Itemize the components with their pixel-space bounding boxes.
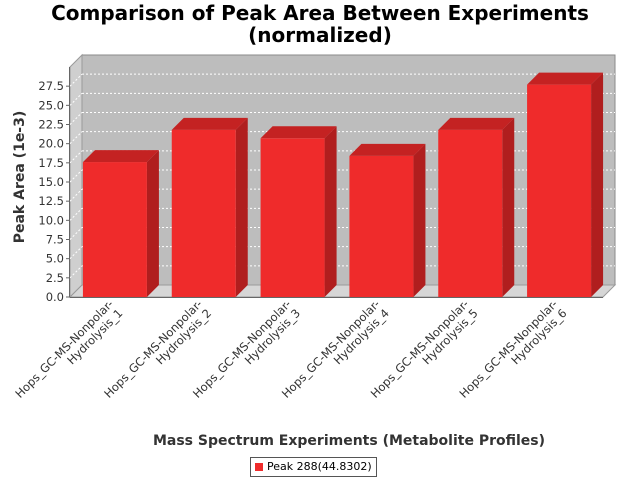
gridline-wall [69, 188, 83, 202]
y-tick-label: 7.5 [46, 233, 64, 247]
gridline-wall [69, 265, 83, 279]
bar-top [438, 117, 515, 130]
bar-side [235, 117, 248, 297]
y-tick-label: 17.5 [38, 156, 64, 170]
legend: Peak 288(44.8302) [250, 457, 377, 477]
gridline-wall [69, 92, 83, 106]
y-tick-label: 10.0 [38, 213, 64, 227]
bar-front [349, 155, 414, 297]
gridline-wall [69, 73, 83, 87]
bar-front [171, 129, 236, 297]
legend-swatch [255, 463, 263, 471]
x-tick-label-line: Hops_GC-MS-Nonpolar- [12, 297, 116, 401]
bar-side [591, 72, 604, 297]
bar-top [171, 117, 248, 130]
gridline-wall [69, 112, 83, 125]
gridline-wall [69, 246, 83, 260]
x-axis: Hops_GC-MS-Nonpolar-Hydrolysis_1Hops_GC-… [12, 297, 603, 401]
y-tick-label: 5.0 [46, 252, 64, 266]
bar-top [260, 126, 337, 139]
bar-side [502, 117, 515, 297]
y-axis-label: Peak Area (1e-3) [12, 111, 28, 244]
bar-top [82, 150, 159, 163]
chart-title: Comparison of Peak Area Between Experime… [0, 2, 640, 46]
y-tick-label: 0.0 [46, 290, 64, 304]
x-axis-label: Mass Spectrum Experiments (Metabolite Pr… [153, 433, 545, 449]
y-tick-label: 2.5 [46, 271, 64, 285]
bar-front [438, 129, 503, 297]
bar [82, 150, 159, 297]
bar [527, 72, 604, 297]
bar [438, 117, 515, 297]
bar-side [413, 143, 426, 297]
gridline-wall [69, 227, 83, 240]
gridlines [69, 73, 615, 279]
bar-top [527, 72, 604, 85]
bar-front [82, 162, 147, 297]
y-axis: 0.0 2.5 5.0 7.5 10.0 12.5 15.0 17.5 20.0 22.5 25.0… [38, 67, 70, 304]
y-tick-label: 22.5 [38, 118, 64, 132]
bar-side [324, 126, 337, 297]
y-tick-label: 25.0 [38, 98, 64, 112]
bar-front [527, 84, 592, 297]
bar-front [260, 138, 325, 297]
bar [171, 117, 248, 297]
y-tick-label: 20.0 [38, 137, 64, 151]
bar-top [349, 143, 426, 156]
chart-title-line-2: (normalized) [248, 23, 392, 47]
bar-side [146, 150, 159, 297]
bars [82, 72, 604, 297]
gridline-wall [69, 169, 83, 183]
chart-title-line-1: Comparison of Peak Area Between Experime… [51, 1, 589, 25]
y-tick-label: 12.5 [38, 194, 64, 208]
gridline-wall [69, 131, 83, 145]
gridline-wall [69, 150, 83, 164]
bar [260, 126, 337, 297]
bar [349, 143, 426, 297]
legend-label: Peak 288(44.8302) [267, 460, 372, 473]
y-tick-label: 15.0 [38, 175, 64, 189]
y-tick-label: 27.5 [38, 79, 64, 93]
gridline-wall [69, 207, 83, 221]
